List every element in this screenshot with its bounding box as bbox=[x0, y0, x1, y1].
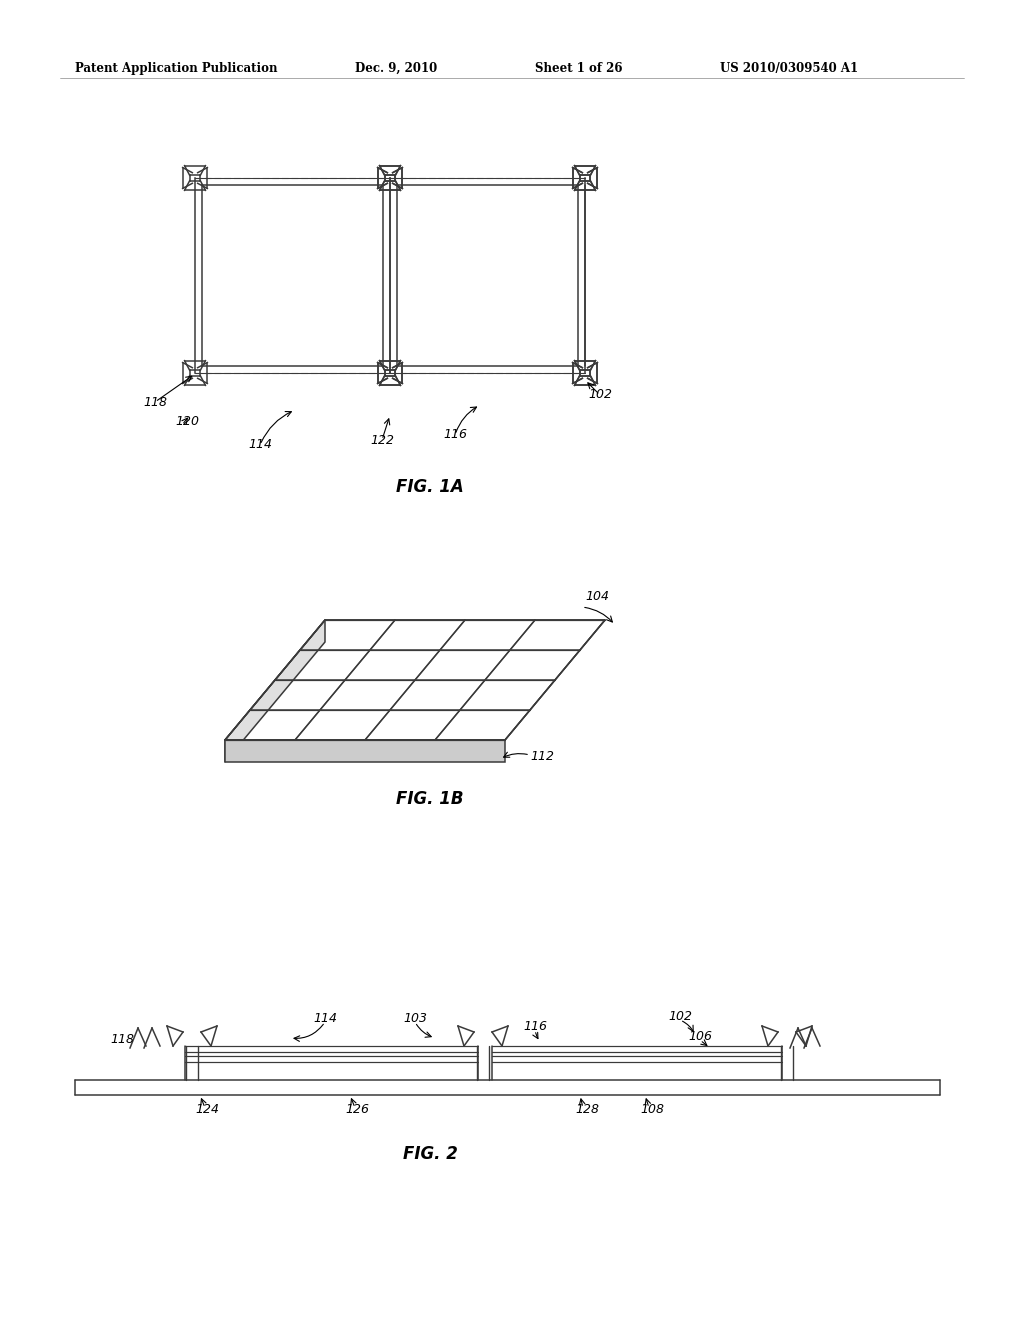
Text: 102: 102 bbox=[668, 1010, 692, 1023]
Text: Sheet 1 of 26: Sheet 1 of 26 bbox=[535, 62, 623, 75]
Text: FIG. 1B: FIG. 1B bbox=[396, 789, 464, 808]
Text: Patent Application Publication: Patent Application Publication bbox=[75, 62, 278, 75]
Text: 114: 114 bbox=[313, 1012, 337, 1026]
Text: Dec. 9, 2010: Dec. 9, 2010 bbox=[355, 62, 437, 75]
Text: 118: 118 bbox=[110, 1034, 134, 1045]
Polygon shape bbox=[225, 741, 505, 762]
Text: US 2010/0309540 A1: US 2010/0309540 A1 bbox=[720, 62, 858, 75]
Text: 120: 120 bbox=[175, 414, 199, 428]
Text: 122: 122 bbox=[370, 433, 394, 446]
Text: 126: 126 bbox=[345, 1104, 369, 1115]
Text: 103: 103 bbox=[403, 1012, 427, 1026]
Text: 106: 106 bbox=[688, 1030, 712, 1043]
Polygon shape bbox=[225, 620, 325, 762]
Text: 124: 124 bbox=[195, 1104, 219, 1115]
Text: 112: 112 bbox=[530, 750, 554, 763]
Text: 104: 104 bbox=[585, 590, 609, 603]
Text: 102: 102 bbox=[588, 388, 612, 401]
Text: FIG. 2: FIG. 2 bbox=[402, 1144, 458, 1163]
Text: 116: 116 bbox=[523, 1020, 547, 1034]
Text: 128: 128 bbox=[575, 1104, 599, 1115]
Text: 108: 108 bbox=[640, 1104, 664, 1115]
Text: 118: 118 bbox=[143, 396, 167, 408]
Text: FIG. 1A: FIG. 1A bbox=[396, 478, 464, 496]
Text: 114: 114 bbox=[248, 438, 272, 451]
Text: 116: 116 bbox=[443, 429, 467, 441]
